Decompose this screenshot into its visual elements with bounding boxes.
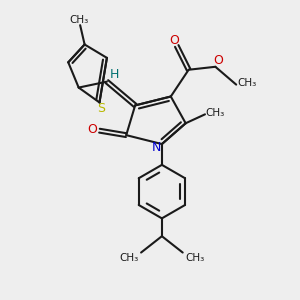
- Text: O: O: [87, 123, 97, 136]
- Text: CH₃: CH₃: [237, 78, 256, 88]
- Text: S: S: [97, 103, 105, 116]
- Text: N: N: [152, 140, 161, 154]
- Text: CH₃: CH₃: [120, 253, 139, 263]
- Text: CH₃: CH₃: [185, 253, 204, 263]
- Text: O: O: [213, 54, 223, 67]
- Text: O: O: [169, 34, 179, 47]
- Text: H: H: [110, 68, 119, 81]
- Text: CH₃: CH₃: [69, 15, 88, 25]
- Text: CH₃: CH₃: [206, 108, 225, 118]
